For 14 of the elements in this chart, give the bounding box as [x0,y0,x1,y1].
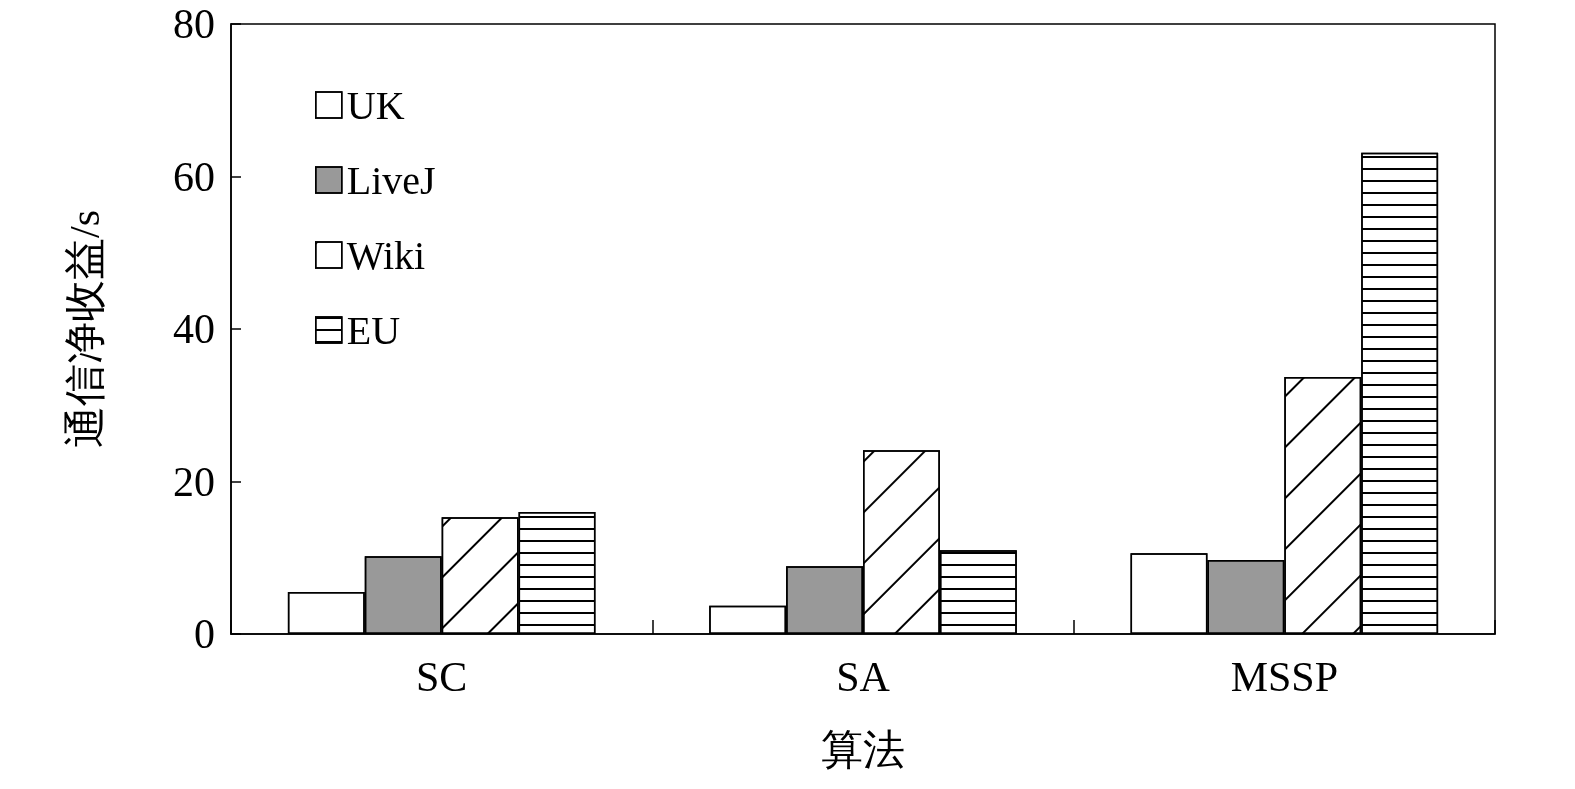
x-tick-label: SC [415,654,468,700]
y-tick-label: 40 [173,306,215,352]
legend-label: LiveJ [346,157,436,203]
legend-label: Wiki [346,232,426,278]
y-tick-label: 80 [173,1,215,47]
legend-label: EU [346,307,401,353]
y-tick-label: 60 [173,153,215,200]
y-tick-label: 0 [194,611,215,657]
legend-label: UK [346,82,405,128]
x-tick-label: SA [836,654,891,700]
x-axis-title: 算法 [821,727,905,773]
y-axis-title: 通信净收益/s [62,209,108,449]
x-tick-label: MSSP [1230,654,1339,700]
y-tick-label: 20 [173,458,215,505]
